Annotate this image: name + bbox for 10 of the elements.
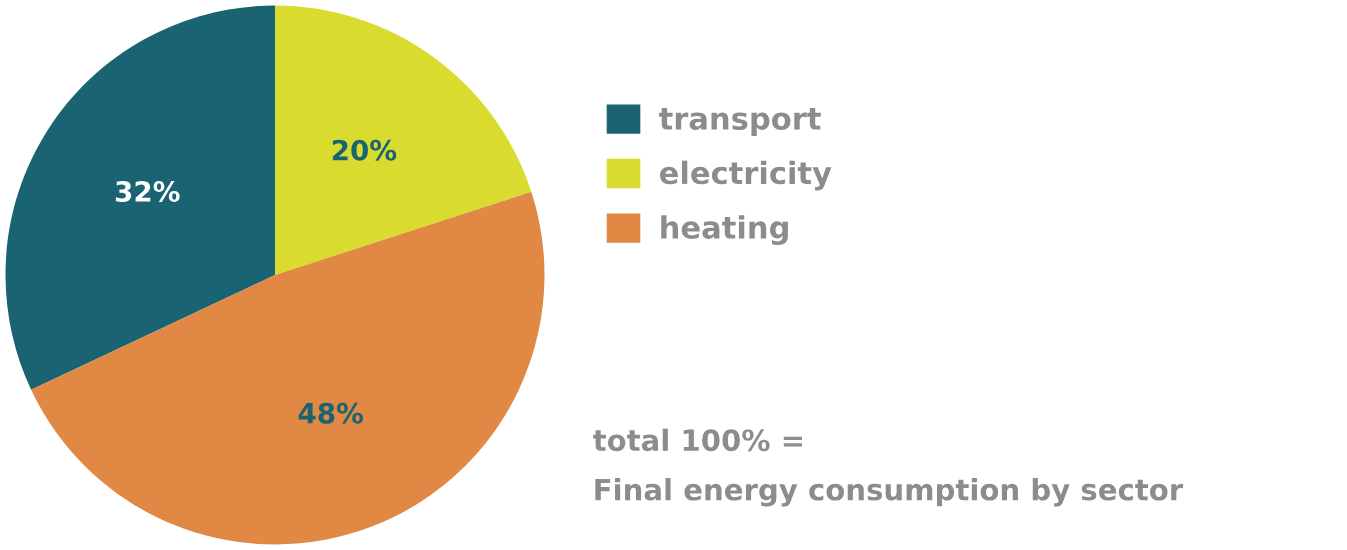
text: total 100% = [593, 428, 803, 452]
legend-label: heating [661, 215, 788, 246]
legend-label: electricity [659, 160, 832, 191]
pie-slice [275, 5, 532, 275]
text: Final energy consumption by sector [595, 478, 1184, 507]
data-label: 32% [115, 181, 180, 203]
legend-label: transport [659, 108, 821, 136]
data-label: 48% [298, 402, 364, 424]
data-label: 20% [332, 139, 397, 161]
pie-slice [5, 5, 275, 390]
